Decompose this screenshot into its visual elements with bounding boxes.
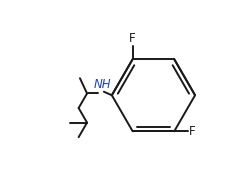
Text: NH: NH (93, 78, 111, 91)
Text: F: F (188, 125, 195, 138)
Text: F: F (129, 32, 136, 45)
